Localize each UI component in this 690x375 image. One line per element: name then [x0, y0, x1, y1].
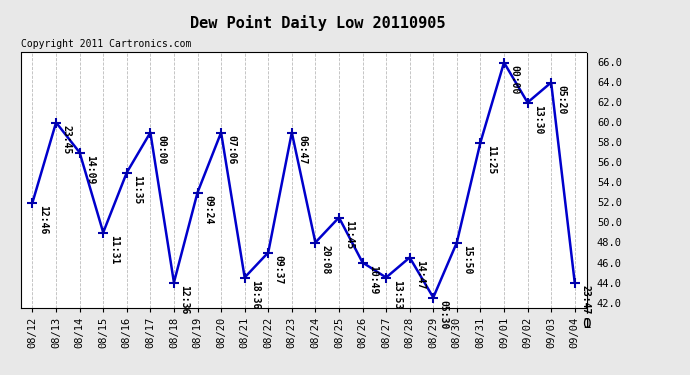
Text: 05:20: 05:20: [557, 85, 566, 115]
Text: 00:00: 00:00: [156, 135, 166, 165]
Text: 12:36: 12:36: [179, 285, 190, 315]
Text: 11:35: 11:35: [132, 175, 142, 205]
Text: 18:36: 18:36: [250, 280, 260, 310]
Text: 11:25: 11:25: [486, 145, 496, 175]
Text: 10:49: 10:49: [368, 265, 378, 295]
Text: Copyright 2011 Cartronics.com: Copyright 2011 Cartronics.com: [21, 39, 191, 50]
Text: Dew Point Daily Low 20110905: Dew Point Daily Low 20110905: [190, 15, 445, 31]
Text: 13:53: 13:53: [392, 280, 402, 310]
Text: 12:46: 12:46: [38, 205, 48, 235]
Text: 06:47: 06:47: [297, 135, 307, 165]
Text: 00:00: 00:00: [509, 65, 520, 94]
Text: 13:30: 13:30: [533, 105, 543, 135]
Text: 09:24: 09:24: [203, 195, 213, 225]
Text: 20:08: 20:08: [321, 245, 331, 274]
Text: 14:47: 14:47: [415, 260, 425, 290]
Text: 05:30: 05:30: [439, 300, 449, 330]
Text: 09:37: 09:37: [274, 255, 284, 285]
Text: 11:45: 11:45: [344, 220, 355, 250]
Text: 23:45: 23:45: [61, 125, 72, 154]
Text: 14:09: 14:09: [85, 155, 95, 184]
Text: 23:47: 23:47: [580, 285, 590, 315]
Text: 15:50: 15:50: [462, 245, 473, 274]
Text: 11:31: 11:31: [109, 235, 119, 265]
Text: 07:06: 07:06: [226, 135, 237, 165]
